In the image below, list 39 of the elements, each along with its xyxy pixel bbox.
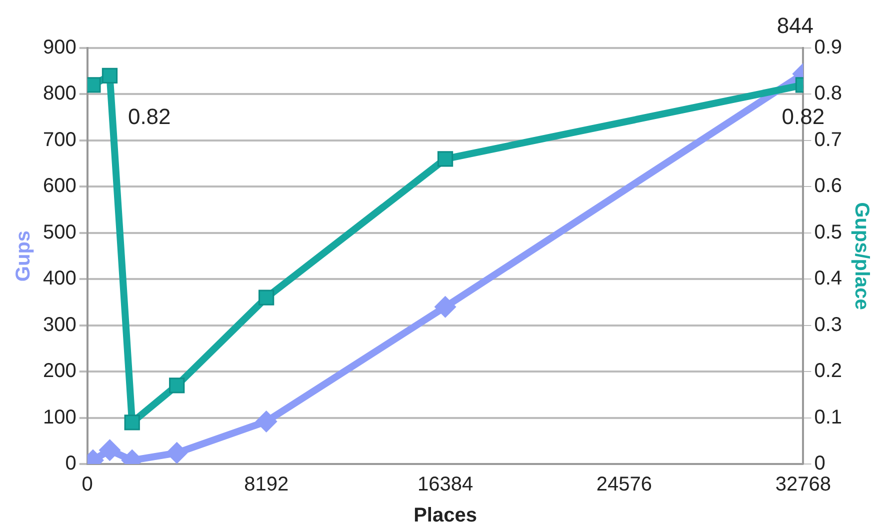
point bbox=[166, 442, 188, 464]
y-tick-label: 0 bbox=[65, 452, 76, 475]
y-tick-label: 800 bbox=[42, 82, 76, 105]
y2-tick-label: 0.8 bbox=[814, 82, 842, 105]
point bbox=[102, 68, 118, 84]
y-tick-label: 300 bbox=[42, 314, 76, 336]
y2-tick-label: 0.9 bbox=[814, 36, 842, 59]
y-tick-label: 100 bbox=[42, 406, 76, 428]
point bbox=[258, 290, 274, 306]
y2-axis-title: Gups/place bbox=[850, 202, 872, 310]
point bbox=[98, 439, 121, 462]
y-tick-label: 600 bbox=[42, 175, 76, 198]
y2-tick-label: 0.6 bbox=[814, 175, 842, 198]
x-tick-label: 24576 bbox=[596, 474, 652, 496]
y2-tick-label: 0.5 bbox=[814, 221, 842, 244]
y2-tick-label: 0.7 bbox=[814, 128, 842, 151]
x-tick-label: 8192 bbox=[244, 474, 289, 496]
point bbox=[437, 151, 454, 167]
y-tick-label: 400 bbox=[42, 268, 76, 290]
data-label: 0.82 bbox=[128, 104, 171, 130]
point bbox=[255, 410, 278, 432]
y-tick-label: 500 bbox=[42, 221, 76, 244]
x-tick-label: 32768 bbox=[775, 474, 832, 496]
x-axis-title: Places bbox=[414, 504, 477, 527]
y2-tick-label: 0.1 bbox=[814, 406, 842, 428]
y2-tick-label: 0.2 bbox=[814, 360, 842, 382]
x-tick-label: 0 bbox=[82, 474, 93, 496]
point bbox=[124, 414, 140, 430]
data-label: 844 bbox=[776, 13, 814, 38]
y2-tick-label: 0 bbox=[814, 452, 826, 475]
y-tick-label: 200 bbox=[42, 360, 76, 382]
y-tick-label: 900 bbox=[42, 36, 76, 59]
y-axis-title: Gups bbox=[12, 230, 35, 282]
y2-tick-label: 0.4 bbox=[814, 268, 842, 290]
y-tick-label: 700 bbox=[42, 128, 76, 151]
data-label: 0.82 bbox=[782, 104, 825, 130]
point bbox=[169, 378, 185, 394]
x-tick-label: 16384 bbox=[417, 474, 474, 496]
y2-tick-label: 0.3 bbox=[814, 314, 842, 336]
